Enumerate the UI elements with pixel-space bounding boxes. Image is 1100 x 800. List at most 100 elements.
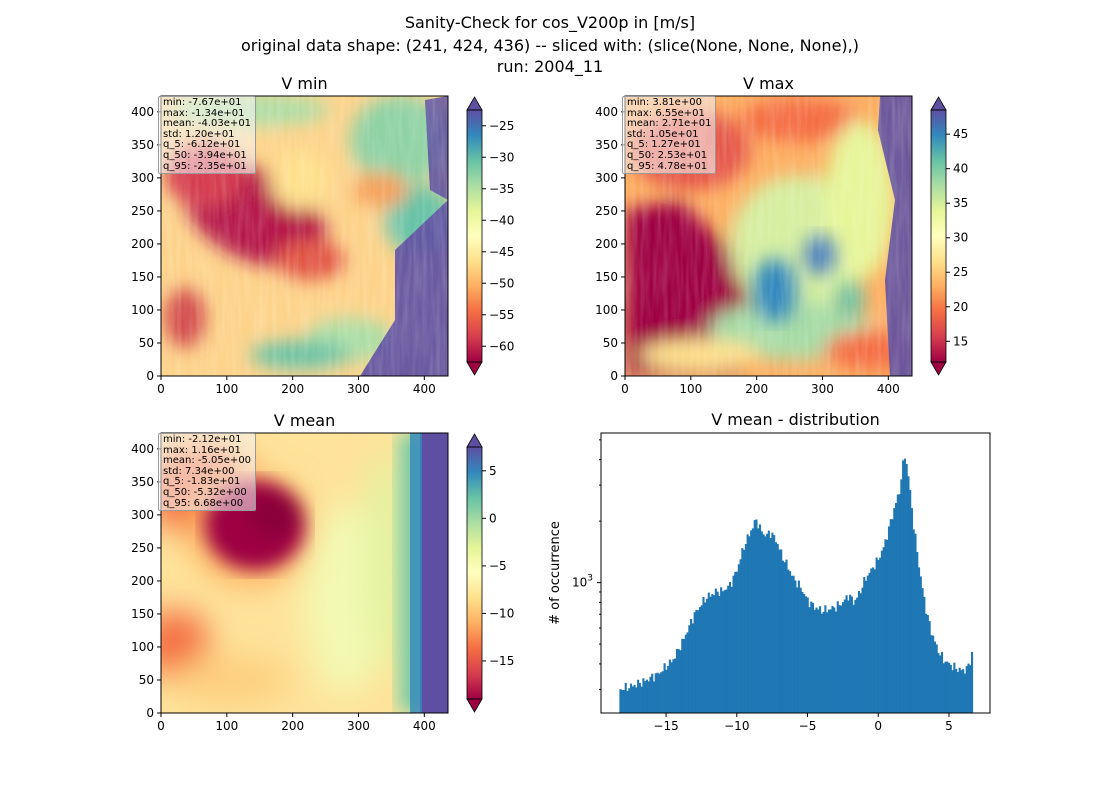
- stat-line: max: 1.16e+01: [163, 444, 241, 456]
- histogram-bar: [939, 655, 942, 713]
- histogram-bar: [781, 560, 785, 713]
- histogram-bar: [833, 607, 836, 713]
- histogram-bar: [912, 529, 915, 713]
- histogram-bar: [743, 549, 746, 713]
- stat-line: q_50: -5.32e+00: [163, 486, 247, 498]
- colorbar-tick-label: −25: [489, 119, 514, 133]
- histogram-bar: [870, 568, 873, 713]
- colorbar-tick-label: 45: [953, 127, 968, 141]
- histogram-bar: [880, 550, 883, 713]
- histogram-bar: [900, 479, 903, 713]
- histogram-bar: [626, 690, 629, 713]
- colorbar-tick-label: 25: [953, 265, 968, 279]
- histogram-bar: [682, 639, 686, 713]
- histogram-bar: [665, 669, 668, 713]
- histogram-bar: [704, 602, 707, 713]
- panel-0-colorbar: −25 −30 −35 −40 −45 −50 −55 −60: [466, 96, 514, 376]
- colorbar-tick-label: −55: [489, 308, 514, 322]
- histogram-bar: [748, 536, 751, 713]
- histogram-bar: [850, 596, 853, 713]
- histogram-bar: [940, 651, 944, 713]
- histogram-bar: [675, 648, 679, 713]
- histogram-bar: [928, 621, 931, 713]
- histogram-bar: [886, 539, 889, 713]
- axes-frame: [160, 95, 449, 377]
- histogram-bar: [619, 689, 622, 713]
- histogram-bar: [852, 604, 855, 713]
- histogram-bar: [764, 536, 767, 713]
- figure-title-line-3: run: 2004_11: [496, 57, 604, 76]
- stat-line: mean: -5.05e+00: [163, 455, 252, 467]
- y-tick-label: 200: [595, 237, 618, 251]
- colorbar-extend-max: [466, 96, 483, 111]
- colorbar-frame: [930, 109, 947, 363]
- y-tick-label: 400: [131, 105, 154, 119]
- histogram-bar: [962, 669, 965, 713]
- histogram-bar: [758, 524, 762, 713]
- x-tick-label: 400: [413, 382, 436, 396]
- colorbar-extend-min: [466, 361, 483, 376]
- histogram-bar: [856, 597, 859, 713]
- histogram-bar: [801, 591, 804, 713]
- histogram-bar: [668, 659, 671, 713]
- y-tick-label: 200: [131, 237, 154, 251]
- histogram-bar: [705, 598, 709, 713]
- histogram-bar: [728, 581, 732, 713]
- histogram-bar: [854, 599, 857, 713]
- panel-title: V max: [743, 74, 794, 93]
- histogram-bar: [935, 644, 938, 713]
- histogram-bar: [916, 552, 919, 713]
- histogram-bar: [629, 683, 633, 713]
- histogram-bar: [840, 605, 843, 713]
- axes-frame: [624, 95, 913, 377]
- histogram-bar: [824, 605, 827, 713]
- histogram-bar: [776, 543, 779, 713]
- histogram-bar: [877, 559, 880, 713]
- x-tick-label: 0: [157, 719, 165, 733]
- histogram-bar: [691, 623, 694, 713]
- x-tick-label: 200: [745, 382, 768, 396]
- histogram-bar: [958, 667, 961, 713]
- histogram-bar: [946, 661, 949, 713]
- y-tick-label: 400: [131, 442, 154, 456]
- stat-line: std: 7.34e+00: [163, 465, 235, 477]
- histogram-bar: [879, 557, 882, 713]
- histogram-bar: [896, 494, 899, 713]
- histogram-bar: [863, 576, 866, 713]
- x-tick-label: 300: [347, 719, 370, 733]
- histogram-bar: [718, 596, 721, 713]
- histogram-bar: [730, 586, 733, 713]
- y-tick-label: 0: [146, 706, 154, 720]
- histogram-bar: [831, 605, 834, 713]
- histogram-bar: [744, 543, 747, 713]
- stat-line: min: 3.81e+00: [627, 97, 702, 108]
- histogram-bar: [792, 575, 795, 713]
- histogram-bar: [684, 634, 687, 713]
- histogram-bar: [919, 576, 922, 713]
- histogram-bar: [753, 520, 756, 713]
- figure-title-line-1: Sanity-Check for cos_V200p in [m/s]: [404, 13, 696, 32]
- x-tick-label: 400: [877, 382, 900, 396]
- panel-0-axes: V min 0 100 200 300 400 0 50 100 150 200 250 300 350 4…: [131, 74, 449, 396]
- v-mean-stats-box: min: -2.12e+01 max: 1.16e+01 mean: -5.05…: [158, 433, 257, 512]
- x-tick-label: 0: [157, 382, 165, 396]
- histogram-bar: [679, 650, 682, 713]
- colorbar-gradient: [467, 447, 482, 699]
- stat-line: q_95: 6.68e+00: [163, 497, 244, 509]
- colorbar-tick-label: −40: [489, 213, 514, 227]
- histogram-bar: [810, 601, 813, 713]
- histogram-bar: [714, 588, 717, 713]
- histogram-bar: [720, 587, 723, 713]
- histogram-bar: [898, 494, 901, 713]
- histogram-bar: [766, 533, 769, 713]
- x-tick-label: −15: [653, 719, 678, 733]
- x-tick-label: 300: [347, 382, 370, 396]
- colorbar-frame: [466, 446, 483, 700]
- histogram-bar: [963, 673, 967, 713]
- histogram-bar: [785, 559, 788, 713]
- histogram-bar: [647, 681, 650, 713]
- histogram-bar: [621, 689, 624, 713]
- colorbar-extend-max: [466, 433, 483, 448]
- histogram-bar: [951, 670, 954, 713]
- histogram-bar: [806, 597, 809, 713]
